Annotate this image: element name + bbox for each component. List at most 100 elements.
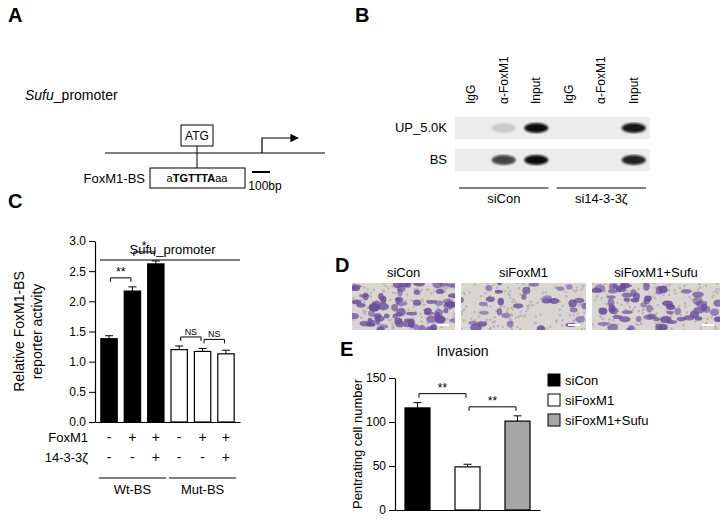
cell <box>569 300 577 308</box>
pore <box>496 287 498 289</box>
cell <box>659 324 668 330</box>
pore <box>561 324 563 326</box>
pore <box>671 327 673 329</box>
cell <box>528 283 539 286</box>
pore <box>364 310 366 312</box>
pore <box>388 319 390 321</box>
pore <box>469 291 471 293</box>
pore <box>391 285 393 287</box>
pore <box>524 314 526 316</box>
pore <box>493 325 495 327</box>
pore <box>535 315 537 317</box>
pore <box>682 324 684 326</box>
cell <box>359 321 370 327</box>
pore <box>565 295 567 297</box>
pore <box>446 318 448 320</box>
pore <box>716 288 718 290</box>
sequence-part: TGTTTA <box>173 172 216 184</box>
error-bar <box>152 261 160 264</box>
gel-band <box>492 155 516 165</box>
cell <box>581 303 586 310</box>
bar <box>218 354 234 422</box>
pore <box>699 286 701 288</box>
pore <box>612 319 614 321</box>
axis-line <box>396 510 541 511</box>
pore <box>519 310 521 312</box>
gel-strip <box>455 117 650 139</box>
pore <box>581 328 583 330</box>
pore <box>662 294 664 296</box>
pore <box>626 302 628 304</box>
tick: 100 <box>366 415 395 429</box>
pore <box>370 291 372 293</box>
cell <box>643 283 649 291</box>
pore <box>539 314 541 316</box>
pore <box>503 306 505 308</box>
pore <box>384 285 386 287</box>
cell <box>713 299 720 306</box>
gel-strip <box>455 149 650 171</box>
panel-a: ASufu_promoterATGaTGTTTAaaFoxM1-BS100bp <box>8 4 325 193</box>
error-bar <box>105 336 113 339</box>
condition-value: + <box>222 429 230 445</box>
pore <box>463 319 465 321</box>
pore <box>511 301 513 303</box>
tick: 50 <box>373 459 395 473</box>
pore <box>507 293 509 295</box>
lane-label: IgG <box>562 85 576 104</box>
pore <box>683 329 685 330</box>
cell <box>626 328 631 330</box>
pore <box>640 322 642 324</box>
cell <box>477 321 487 327</box>
pore <box>369 295 371 297</box>
cell <box>521 294 526 300</box>
pore <box>669 283 671 285</box>
error-bar <box>128 287 136 291</box>
bar <box>505 421 530 510</box>
tick-mark <box>389 466 395 467</box>
bar <box>171 350 187 422</box>
panel-letter: E <box>340 338 353 360</box>
micrograph <box>461 283 586 330</box>
pore <box>437 306 439 308</box>
pore <box>430 292 432 294</box>
pore <box>509 297 511 299</box>
pore <box>493 284 495 286</box>
condition-row-label: 14-3-3ζ <box>45 450 89 465</box>
legend: siConsiFoxM1siFoxM1+Sufu <box>548 373 648 428</box>
pore <box>512 298 514 300</box>
significance-label: ** <box>438 381 448 395</box>
pore <box>575 289 577 291</box>
cell <box>575 316 584 323</box>
pore <box>421 320 423 322</box>
cell <box>378 293 383 300</box>
pore <box>572 314 574 316</box>
pore <box>637 288 639 290</box>
pore <box>433 290 435 292</box>
site-sequence: aTGTTTAaa <box>167 172 229 184</box>
gel-band <box>622 123 646 133</box>
pore <box>632 309 634 311</box>
cell <box>396 301 408 306</box>
significance-label: NS <box>208 329 221 339</box>
error-bar <box>514 416 522 421</box>
pore <box>376 325 378 327</box>
cell <box>660 316 672 323</box>
row-label: UP_5.0K <box>395 120 447 135</box>
pore <box>706 318 708 320</box>
cell <box>497 308 503 315</box>
promoter-suffix: _promoter <box>53 87 118 103</box>
micrograph-bg <box>352 283 455 330</box>
cell <box>436 316 446 323</box>
tick-label: 1.0 <box>69 355 86 369</box>
group-label: Mut-BS <box>181 482 225 497</box>
plot-marks <box>101 261 234 422</box>
pore <box>490 305 492 307</box>
pore <box>509 290 511 292</box>
pore <box>716 283 718 285</box>
cell <box>599 308 608 315</box>
cell <box>395 321 404 328</box>
pore <box>465 305 467 307</box>
cell <box>501 313 510 318</box>
pore <box>530 301 532 303</box>
